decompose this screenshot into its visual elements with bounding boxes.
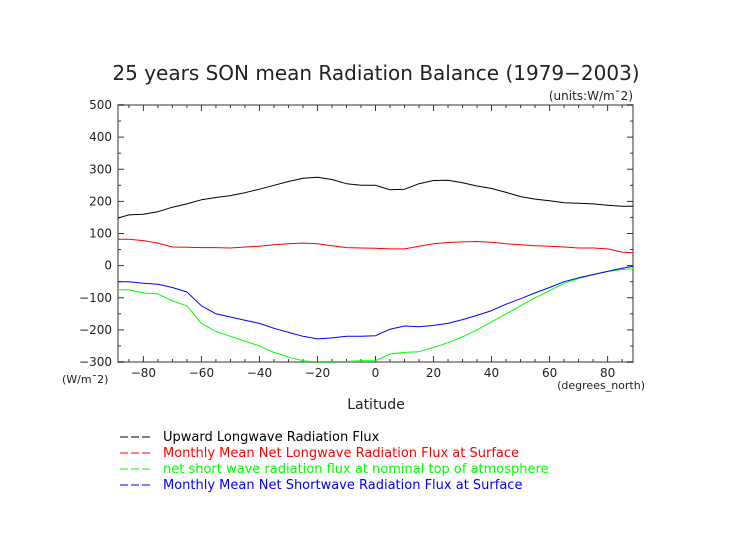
x-tick-label: −80 [131,366,156,380]
y-tick-label: 500 [89,98,112,112]
legend-label: Monthly Mean Net Longwave Radiation Flux… [163,446,519,461]
y-tick-label: 100 [89,227,112,241]
x-tick-label: 40 [484,366,499,380]
y-axis-ticks: −300 −200 −100 0 100 200 300 400 500 [79,98,633,369]
x-tick-label: −20 [305,366,330,380]
y-tick-label: 400 [89,130,112,144]
series-line-monthly-mean-net-longwave-radiation-flux-at-surface [118,238,634,254]
chart-title: 25 years SON mean Radiation Balance (197… [112,61,639,85]
legend-label: net short wave radiation flux at nominal… [163,462,549,477]
y-tick-label: −100 [79,291,112,305]
series-line-upward-longwave-radiation-flux [117,176,633,219]
x-tick-label: 60 [542,366,557,380]
units-label: (units:W/m¯2) [549,89,633,103]
x-tick-label: 0 [372,366,380,380]
y-tick-label: 0 [104,259,112,273]
y-tick-label: 300 [89,162,112,176]
legend-label: Upward Longwave Radiation Flux [163,430,380,445]
series-line-monthly-mean-net-shortwave-radiation-flux-at-surface [118,265,634,340]
legend-label: Monthly Mean Net Shortwave Radiation Flu… [163,478,522,493]
y-tick-label: −300 [79,355,112,369]
x-tick-label: −60 [189,366,214,380]
series-line-net-short-wave-radiation-flux-at-nominal-top-of-atmosphere [118,268,634,363]
y-units-label: (W/m¯2) [62,373,108,386]
x-axis-ticks: −80 −60 −40 −20 0 20 40 60 80 [128,105,623,380]
x-tick-label: 80 [600,366,615,380]
y-tick-label: −200 [79,323,112,337]
series-lines [117,176,634,363]
y-tick-label: 200 [89,194,112,208]
x-axis-label: Latitude [347,397,405,413]
plot-frame [117,104,634,363]
x-units-label: (degrees_north) [557,379,645,392]
x-tick-label: −40 [247,366,272,380]
x-tick-label: 20 [426,366,441,380]
plot-area [117,104,634,363]
